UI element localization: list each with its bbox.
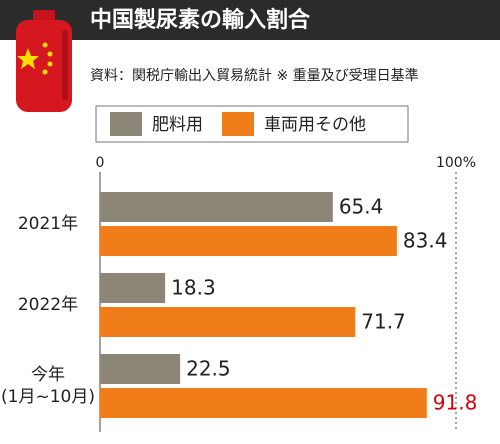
legend-label: 車両用その他	[264, 115, 366, 135]
source-note: 資料：関税庁輸出入貿易統計 ※ 重量及び受理日基準	[90, 67, 419, 84]
bar	[100, 226, 397, 256]
title-bar	[0, 0, 500, 40]
bar	[100, 192, 333, 222]
bar	[100, 354, 181, 384]
value-label: 91.8	[433, 391, 478, 415]
bar	[100, 388, 427, 418]
y-tick-label: 2021年	[17, 214, 79, 234]
value-label: 65.4	[339, 195, 384, 219]
x-tick-label: 0	[96, 155, 105, 171]
legend-label: 肥料用	[152, 115, 203, 135]
legend-swatch	[110, 112, 142, 136]
value-label: 83.4	[403, 229, 448, 253]
y-tick-label: 2022年	[17, 295, 79, 315]
legend-swatch	[222, 112, 254, 136]
value-label: 18.3	[171, 276, 216, 300]
value-label: 22.5	[186, 357, 231, 381]
chart-title: 中国製尿素の輸入割合	[90, 7, 311, 33]
value-label: 71.7	[361, 310, 406, 334]
x-tick-label: 100%	[436, 155, 476, 171]
y-tick-label: 今年 (1月~10月)	[1, 365, 95, 407]
legend-box	[95, 105, 409, 143]
bar	[100, 307, 356, 337]
bottle-icon	[16, 10, 72, 112]
bar	[100, 273, 166, 303]
